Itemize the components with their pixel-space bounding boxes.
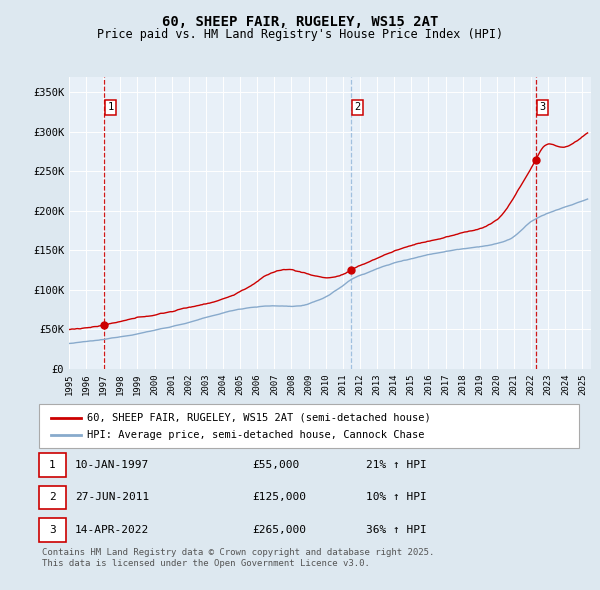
Text: 10-JAN-1997: 10-JAN-1997	[75, 460, 149, 470]
Text: 1: 1	[49, 460, 56, 470]
Text: 14-APR-2022: 14-APR-2022	[75, 525, 149, 535]
Text: Price paid vs. HM Land Registry's House Price Index (HPI): Price paid vs. HM Land Registry's House …	[97, 28, 503, 41]
Text: £125,000: £125,000	[252, 493, 306, 502]
Text: £55,000: £55,000	[252, 460, 299, 470]
Text: 36% ↑ HPI: 36% ↑ HPI	[366, 525, 427, 535]
Text: 2: 2	[355, 103, 361, 112]
Text: 21% ↑ HPI: 21% ↑ HPI	[366, 460, 427, 470]
Text: 3: 3	[49, 525, 56, 535]
Text: HPI: Average price, semi-detached house, Cannock Chase: HPI: Average price, semi-detached house,…	[87, 430, 425, 440]
Text: 3: 3	[539, 103, 545, 112]
Text: 1: 1	[107, 103, 113, 112]
Text: 27-JUN-2011: 27-JUN-2011	[75, 493, 149, 502]
Text: 2: 2	[49, 493, 56, 502]
Text: 60, SHEEP FAIR, RUGELEY, WS15 2AT (semi-detached house): 60, SHEEP FAIR, RUGELEY, WS15 2AT (semi-…	[87, 413, 431, 423]
Text: 10% ↑ HPI: 10% ↑ HPI	[366, 493, 427, 502]
Text: Contains HM Land Registry data © Crown copyright and database right 2025.
This d: Contains HM Land Registry data © Crown c…	[42, 548, 434, 568]
Text: 60, SHEEP FAIR, RUGELEY, WS15 2AT: 60, SHEEP FAIR, RUGELEY, WS15 2AT	[162, 15, 438, 29]
Text: £265,000: £265,000	[252, 525, 306, 535]
